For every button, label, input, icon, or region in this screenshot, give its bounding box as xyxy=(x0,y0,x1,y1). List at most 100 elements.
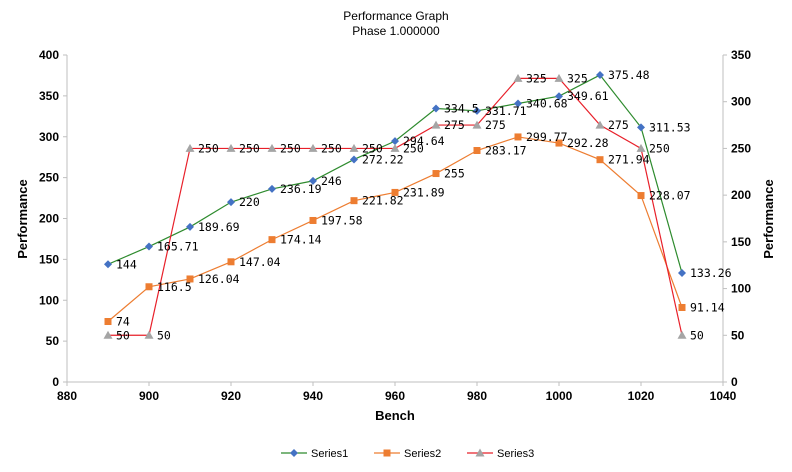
x-tick-label: 980 xyxy=(467,389,487,403)
series-1-point xyxy=(391,137,399,146)
chart-title: Performance Graph xyxy=(343,9,448,23)
y-tick-label-right: 50 xyxy=(731,328,745,342)
series-1-point xyxy=(678,269,686,278)
series-2-point xyxy=(432,170,440,178)
y-tick-label-right: 200 xyxy=(731,188,751,202)
x-tick-label: 1000 xyxy=(546,389,573,403)
series-3-point xyxy=(513,73,523,82)
series-3-point xyxy=(595,120,605,129)
series-1-point xyxy=(350,155,358,164)
series-3-data-label: 250 xyxy=(649,141,670,155)
chart-subtitle: Phase 1.000000 xyxy=(352,24,440,38)
legend-swatch-marker xyxy=(290,449,298,457)
series-2-point xyxy=(227,258,235,266)
series-3-data-label: 325 xyxy=(567,71,588,85)
series-3-data-label: 275 xyxy=(485,118,506,132)
series-1-point xyxy=(596,71,604,80)
series-1-data-label: 340.68 xyxy=(526,96,568,110)
series-2-point xyxy=(104,318,112,326)
legend-label: Series2 xyxy=(404,448,441,460)
series-3 xyxy=(103,73,687,339)
axes: 0 50 100 150 200 250 300 350 400 0 50 100 150 200 250 3… xyxy=(39,48,751,403)
series-1-point xyxy=(186,222,194,231)
series-2 xyxy=(104,133,686,326)
y-tick-label-left: 150 xyxy=(39,252,59,266)
series-3-point xyxy=(226,143,236,152)
series-2-data-label: 221.82 xyxy=(362,194,404,208)
legend-item-2: Series2 xyxy=(374,448,441,460)
x-tick-label: 920 xyxy=(221,389,241,403)
series-3-data-label: 275 xyxy=(608,118,629,132)
series-3-data-label: 275 xyxy=(444,118,465,132)
series-2-data-label: 147.04 xyxy=(239,255,281,269)
legend-label: Series1 xyxy=(311,448,348,460)
y-tick-label-right: 0 xyxy=(731,375,738,389)
series-2-data-label: 299.77 xyxy=(526,130,568,144)
y-tick-label-right: 300 xyxy=(731,95,751,109)
series-1-point xyxy=(309,176,317,185)
series-1-data-label: 272.22 xyxy=(362,152,404,166)
legend-label: Series3 xyxy=(497,448,534,460)
series-2-data-label: 283.17 xyxy=(485,144,527,158)
series-3-data-label: 250 xyxy=(321,141,342,155)
series-1-data-label: 236.19 xyxy=(280,182,322,196)
series-2-data-label: 271.94 xyxy=(608,153,650,167)
series-2-point xyxy=(555,139,563,147)
series-1-point xyxy=(268,184,276,193)
series-2-data-label: 174.14 xyxy=(280,233,322,247)
legend-swatch-marker xyxy=(383,449,391,457)
y-tick-label-right: 250 xyxy=(731,141,751,155)
series-3-point xyxy=(636,143,646,152)
y-tick-label-left: 50 xyxy=(46,334,60,348)
series-3-point xyxy=(390,143,400,152)
series-2-point xyxy=(309,216,317,224)
series-1-point xyxy=(637,123,645,132)
series-2-data-label: 126.04 xyxy=(198,272,240,286)
y-tick-label-left: 250 xyxy=(39,171,59,185)
x-tick-label: 940 xyxy=(303,389,323,403)
series-2-point xyxy=(514,133,522,141)
y-tick-label-left: 200 xyxy=(39,212,59,226)
series-2-point xyxy=(350,197,358,205)
x-axis-title: Bench xyxy=(375,408,415,423)
series-3-point xyxy=(554,73,564,82)
series-1-point xyxy=(227,198,235,207)
y-tick-label-left: 300 xyxy=(39,130,59,144)
y-tick-label-right: 350 xyxy=(731,48,751,62)
series-3-data-label: 50 xyxy=(157,328,171,342)
legend-item-1: Series1 xyxy=(281,448,348,460)
x-tick-label: 900 xyxy=(139,389,159,403)
y-axis-title-left: Performance xyxy=(15,179,30,258)
series-3-data-label: 325 xyxy=(526,71,547,85)
series-2-point xyxy=(186,275,194,283)
series-3-data-label: 250 xyxy=(198,141,219,155)
series-2-data-label: 116.5 xyxy=(157,280,192,294)
y-tick-label-left: 400 xyxy=(39,48,59,62)
series-layer xyxy=(103,71,687,339)
series-1-data-label: 246 xyxy=(321,174,342,188)
series-3-point xyxy=(472,120,482,129)
series-2-data-label: 197.58 xyxy=(321,213,363,227)
series-2-data-label: 231.89 xyxy=(403,185,445,199)
series-3-point xyxy=(349,143,359,152)
series-1-point xyxy=(432,104,440,113)
series-1-point xyxy=(145,242,153,251)
series-1-data-label: 311.53 xyxy=(649,120,691,134)
series-3-data-label: 250 xyxy=(280,141,301,155)
series-2-point xyxy=(145,283,153,291)
series-2-data-label: 292.28 xyxy=(567,136,609,150)
series-1-data-label: 189.69 xyxy=(198,220,240,234)
series-3-point xyxy=(185,143,195,152)
y-axis-title-right: Performance xyxy=(761,179,776,258)
series-1-point xyxy=(473,106,481,115)
series-2-point xyxy=(391,188,399,196)
series-3-point xyxy=(431,120,441,129)
y-tick-label-left: 100 xyxy=(39,293,59,307)
series-1-data-label: 294.64 xyxy=(403,134,445,148)
legend-item-3: Series3 xyxy=(467,448,534,460)
x-tick-label: 1020 xyxy=(628,389,655,403)
series-1-point xyxy=(104,260,112,269)
series-3-data-label: 250 xyxy=(362,141,383,155)
series-2-point xyxy=(268,236,276,244)
